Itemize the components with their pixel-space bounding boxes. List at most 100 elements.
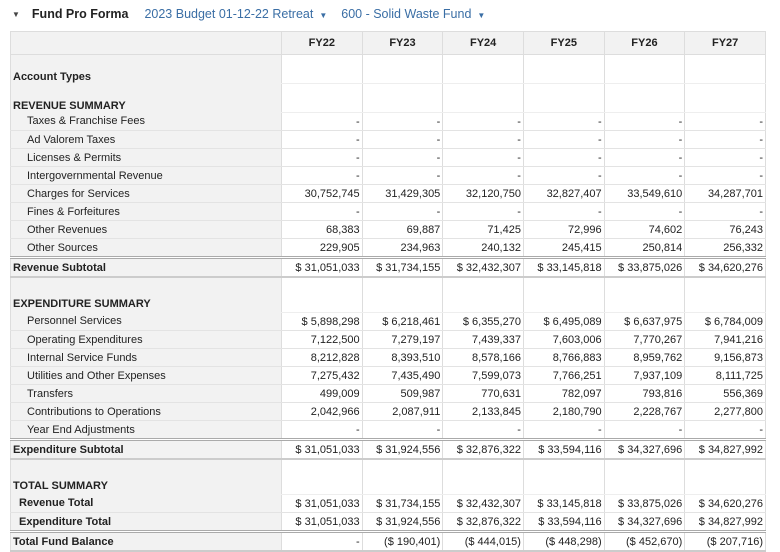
table-row: EXPENDITURE SUMMARY [10, 295, 766, 313]
collapse-icon[interactable]: ▼ [12, 9, 20, 19]
cell-fy25: 8,766,883 [522, 348, 605, 367]
table-row: Other Revenues 68,383 69,887 71,425 72,996 74… [10, 220, 766, 239]
table-row: Fines & Forfeitures - - - - - - [10, 202, 766, 221]
cell-fy27: 34,287,701 [684, 184, 766, 203]
cell-fy27 [684, 459, 766, 477]
cell-fy22 [281, 54, 363, 84]
cell-fy26: $ 34,327,696 [603, 512, 686, 532]
table-row: Taxes & Franchise Fees - - - - - - [10, 112, 766, 131]
table-row: Personnel Services $ 5,898,298 $ 6,218,461… [10, 312, 766, 331]
caret-down-icon: ▼ [477, 11, 486, 20]
cell-fy26: - [603, 166, 686, 185]
cell-fy26: 793,816 [603, 384, 686, 403]
cell-fy24: 71,425 [442, 220, 524, 239]
cell-fy25 [522, 459, 605, 477]
cell-fy23: 69,887 [361, 220, 444, 239]
cell-fy22 [281, 477, 363, 495]
cell-fy24: 32,120,750 [442, 184, 524, 203]
cell-fy27: - [684, 148, 766, 167]
budget-dropdown-label: 2023 Budget 01-12-22 Retreat [144, 7, 314, 21]
caret-down-icon: ▼ [319, 11, 328, 20]
cell-fy25 [522, 477, 605, 495]
cell-fy24: $ 32,432,307 [442, 256, 524, 278]
page-title: Fund Pro Forma [31, 7, 129, 21]
cell-fy23 [361, 295, 444, 313]
cell-fy23 [361, 277, 444, 295]
cell-fy27: $ 34,827,992 [684, 512, 766, 532]
row-label: Taxes & Franchise Fees [10, 112, 282, 131]
cell-fy23: 234,963 [361, 238, 444, 258]
cell-fy27: - [684, 420, 766, 440]
fund-dropdown[interactable]: 600 - Solid Waste Fund ▼ [341, 7, 485, 21]
row-label: Intergovernmental Revenue [10, 166, 282, 185]
cell-fy25: $ 33,594,116 [522, 512, 605, 532]
cell-fy27: - [684, 112, 766, 131]
cell-fy23: 2,087,911 [361, 402, 444, 421]
cell-fy27 [684, 54, 766, 84]
cell-fy24 [442, 277, 524, 295]
cell-fy27: $ 34,827,992 [684, 438, 766, 460]
cell-fy25: - [522, 148, 605, 167]
cell-fy27: - [684, 130, 766, 149]
cell-fy27: 9,156,873 [684, 348, 766, 367]
cell-fy25 [522, 54, 605, 84]
cell-fy23: 7,435,490 [361, 366, 444, 385]
table-row: Year End Adjustments - - - - - - [10, 420, 766, 440]
cell-fy25: $ 6,495,089 [522, 312, 605, 331]
cell-fy26: 2,228,767 [603, 402, 686, 421]
cell-fy25: 7,766,251 [522, 366, 605, 385]
cell-fy23: 509,987 [361, 384, 444, 403]
cell-fy27 [684, 277, 766, 295]
cell-fy26 [603, 83, 686, 113]
cell-fy27: 8,111,725 [684, 366, 766, 385]
row-label: Account Types [10, 54, 282, 84]
fund-dropdown-label: 600 - Solid Waste Fund [341, 7, 472, 21]
row-label: Total Fund Balance [10, 530, 282, 552]
row-label [10, 277, 282, 295]
row-label: Other Revenues [10, 220, 282, 239]
table-row: Internal Service Funds 8,212,828 8,393,510… [10, 348, 766, 367]
cell-fy26: 33,549,610 [603, 184, 686, 203]
table-row: Revenue Subtotal $ 31,051,033 $ 31,734,155… [10, 256, 766, 278]
cell-fy27: $ 34,620,276 [684, 494, 766, 513]
cell-fy24 [442, 477, 524, 495]
cell-fy24 [442, 54, 524, 84]
row-label: Charges for Services [10, 184, 282, 203]
cell-fy22 [281, 277, 363, 295]
cell-fy27: 556,369 [684, 384, 766, 403]
table-row: Total Fund Balance - ($ 190,401) ($ 444,015… [10, 530, 766, 552]
row-label: Revenue Total [10, 494, 282, 513]
cell-fy22: 68,383 [281, 220, 363, 239]
cell-fy26: - [603, 130, 686, 149]
cell-fy23 [361, 477, 444, 495]
cell-fy25: 32,827,407 [522, 184, 605, 203]
cell-fy23: - [361, 202, 444, 221]
cell-fy24: 240,132 [442, 238, 524, 258]
spacer-row [10, 459, 766, 477]
cell-fy22: 30,752,745 [281, 184, 363, 203]
cell-fy23: - [361, 130, 444, 149]
row-label [10, 459, 282, 477]
cell-fy24: - [442, 202, 524, 221]
cell-fy23: $ 31,734,155 [361, 256, 444, 278]
cell-fy26: - [603, 148, 686, 167]
cell-fy27 [684, 295, 766, 313]
table-row: Other Sources 229,905 234,963 240,132 245,41… [10, 238, 766, 258]
cell-fy22: - [281, 148, 363, 167]
cell-fy24: - [442, 130, 524, 149]
row-label: Contributions to Operations [10, 402, 282, 421]
cell-fy23 [361, 83, 444, 113]
row-label: EXPENDITURE SUMMARY [10, 295, 282, 313]
cell-fy26 [603, 295, 686, 313]
cell-fy22: 2,042,966 [281, 402, 363, 421]
cell-fy23 [361, 459, 444, 477]
table-row: Operating Expenditures 7,122,500 7,279,197… [10, 330, 766, 349]
header-row: FY22 FY23 FY24 FY25 FY26 FY27 [10, 31, 766, 55]
budget-dropdown[interactable]: 2023 Budget 01-12-22 Retreat ▼ [144, 7, 327, 21]
cell-fy24: ($ 444,015) [442, 530, 524, 552]
cell-fy22: - [281, 420, 363, 440]
table-row: Intergovernmental Revenue - - - - - - [10, 166, 766, 185]
table-row: REVENUE SUMMARY [10, 83, 766, 113]
row-label: Expenditure Total [10, 512, 282, 532]
row-label: Internal Service Funds [10, 348, 282, 367]
